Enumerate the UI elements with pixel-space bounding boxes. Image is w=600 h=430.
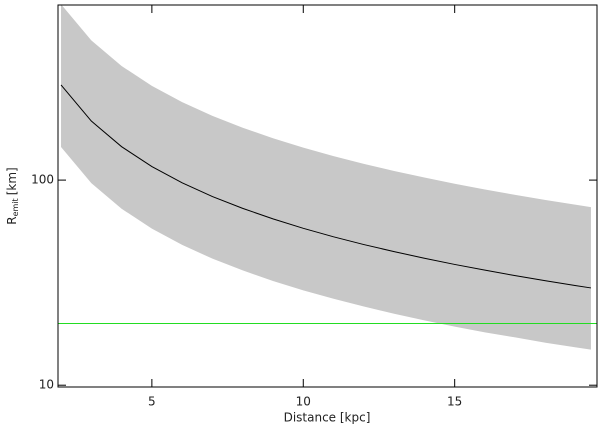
y-label-sub: emit	[11, 198, 20, 216]
y-label-unit: [km]	[5, 167, 19, 195]
x-axis-label: Distance [kpc]	[284, 411, 371, 425]
uncertainty-band	[61, 4, 591, 350]
line	[60, 84, 592, 289]
y-label-main: R	[5, 216, 19, 224]
x-tick-label: 5	[148, 395, 156, 409]
y-tick-label: 10	[39, 378, 54, 392]
y-axis-label: Remit [km]	[5, 167, 20, 224]
y-tick-label: 100	[31, 173, 54, 187]
x-tick-label: 10	[296, 395, 311, 409]
plot-frame	[57, 4, 598, 388]
x-tick-label: 15	[447, 395, 462, 409]
